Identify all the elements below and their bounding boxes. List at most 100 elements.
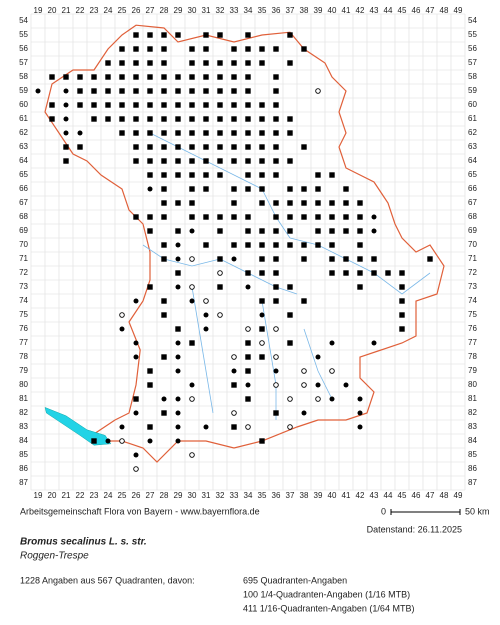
record-square [245,60,251,66]
row-label: 65 [468,170,477,179]
record-square [217,130,223,136]
record-square [329,242,335,248]
row-label: 70 [468,240,477,249]
record-circle [189,256,195,262]
record-square [231,214,237,220]
record-square [399,312,405,318]
record-dot [119,326,125,332]
record-square [231,424,237,430]
record-square [259,270,265,276]
record-square [189,74,195,80]
record-square [189,46,195,52]
row-label: 82 [19,408,28,417]
record-square [287,340,293,346]
record-square [161,130,167,136]
column-label: 31 [202,6,211,15]
record-square [133,74,139,80]
record-square [259,228,265,234]
record-square [273,284,279,290]
record-square [273,158,279,164]
record-square [231,60,237,66]
record-square [287,116,293,122]
record-square [203,46,209,52]
record-circle [287,396,293,402]
record-square [259,144,265,150]
record-square [203,242,209,248]
column-label: 29 [174,491,183,500]
record-circle [273,354,279,360]
record-square [119,60,125,66]
record-square [105,74,111,80]
row-label: 76 [19,324,28,333]
record-square [189,116,195,122]
record-square [231,46,237,52]
record-square [77,88,83,94]
record-square [427,256,433,262]
row-label: 56 [19,44,28,53]
record-dot [63,102,69,108]
record-square [203,158,209,164]
row-label: 84 [468,436,477,445]
record-square [287,214,293,220]
row-label: 55 [19,30,28,39]
record-square [133,214,139,220]
record-dot [315,354,321,360]
record-square [49,116,55,122]
column-label: 37 [286,6,295,15]
record-square [161,158,167,164]
column-label: 27 [146,491,155,500]
record-square [357,214,363,220]
record-square [133,46,139,52]
river [289,237,431,295]
record-square [259,102,265,108]
record-square [147,102,153,108]
column-label: 30 [188,6,197,15]
record-square [217,172,223,178]
row-label: 84 [19,436,28,445]
record-square [287,284,293,290]
record-square [245,102,251,108]
record-circle [189,284,195,290]
row-label: 75 [19,310,28,319]
record-square [399,270,405,276]
record-square [217,256,223,262]
column-label: 27 [146,6,155,15]
record-square [217,214,223,220]
record-square [119,74,125,80]
record-circle [119,438,125,444]
record-square [245,88,251,94]
column-label: 33 [230,6,239,15]
row-label: 54 [19,16,28,25]
record-square [147,228,153,234]
record-square [175,144,181,150]
row-label: 80 [468,380,477,389]
record-circle [133,466,139,472]
column-label: 24 [104,491,113,500]
column-label: 19 [34,6,43,15]
column-label: 48 [440,491,449,500]
column-label: 43 [370,6,379,15]
column-label: 46 [412,6,421,15]
record-square [301,242,307,248]
record-square [329,214,335,220]
column-label: 36 [272,6,281,15]
row-label: 79 [468,366,477,375]
column-label: 32 [216,6,225,15]
row-label: 79 [19,366,28,375]
record-dot [189,298,195,304]
record-circle [329,368,335,374]
column-label: 42 [356,491,365,500]
record-square [315,172,321,178]
river [219,258,298,295]
record-square [315,242,321,248]
record-square [147,172,153,178]
record-square [189,88,195,94]
record-circle [315,396,321,402]
lake [44,406,112,446]
record-square [287,130,293,136]
record-square [259,46,265,52]
record-square [217,116,223,122]
row-label: 68 [19,212,28,221]
column-label: 24 [104,6,113,15]
